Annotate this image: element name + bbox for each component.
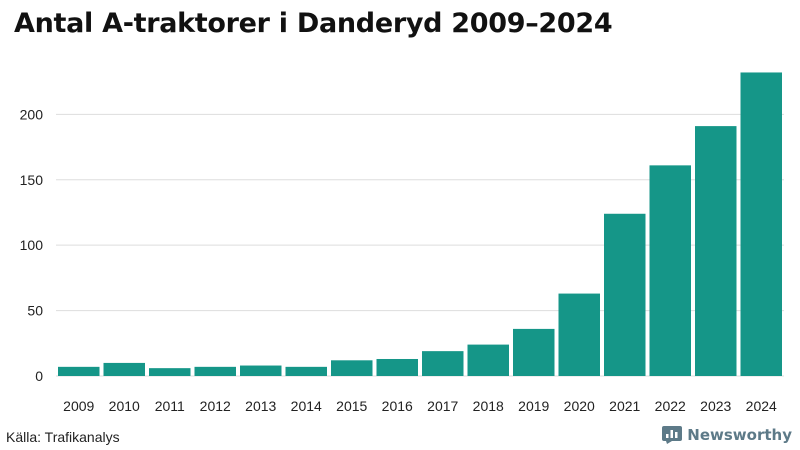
x-tick-label: 2019 [518,398,549,414]
bar-2019 [513,328,555,376]
x-tick-label: 2013 [245,398,276,414]
x-tick-label: 2023 [700,398,731,414]
y-tick-label: 50 [27,303,43,319]
brand-name: Newsworthy [687,426,792,444]
y-tick-label: 100 [20,237,44,253]
y-axis-ticks: 0 50 100 150 200 [20,106,44,384]
bars [58,72,782,376]
bar-2016 [376,358,418,376]
x-tick-label: 2014 [291,398,322,414]
bar-2017 [422,351,464,376]
x-tick-label: 2024 [746,398,777,414]
bar-2018 [467,344,509,376]
bar-2022 [649,165,691,376]
newsworthy-logo[interactable]: Newsworthy [662,426,792,444]
x-tick-label: 2009 [63,398,94,414]
x-tick-label: 2010 [109,398,140,414]
bar-2010 [103,362,145,376]
source-note: Källa: Trafikanalys [6,429,120,445]
newsworthy-logo-icon [662,426,683,444]
x-tick-label: 2015 [336,398,367,414]
bar-chart: 0 50 100 150 200 2009 2010 2011 2012 2013 2014 201… [20,72,784,414]
bar-2021 [604,213,646,376]
bar-2023 [695,126,737,376]
bar-2015 [331,360,373,376]
bar-2013 [240,365,282,376]
x-tick-label: 2017 [427,398,458,414]
bar-2012 [194,366,236,376]
x-tick-label: 2022 [655,398,686,414]
bar-2020 [558,293,600,376]
x-tick-label: 2012 [200,398,231,414]
y-tick-label: 200 [20,106,44,122]
y-tick-label: 0 [35,368,43,384]
x-tick-label: 2020 [564,398,595,414]
y-tick-label: 150 [20,172,44,188]
x-tick-label: 2011 [155,398,185,414]
bar-2014 [285,366,327,376]
x-tick-label: 2016 [382,398,413,414]
x-tick-label: 2021 [609,398,640,414]
x-tick-label: 2018 [473,398,504,414]
x-axis-ticks: 2009 2010 2011 2012 2013 2014 2015 2016 2017 2018… [63,398,777,414]
chart-title: Antal A-traktorer i Danderyd 2009–2024 [14,8,613,39]
bar-2024 [740,72,782,376]
bar-2009 [58,366,100,376]
bar-2011 [149,368,191,376]
